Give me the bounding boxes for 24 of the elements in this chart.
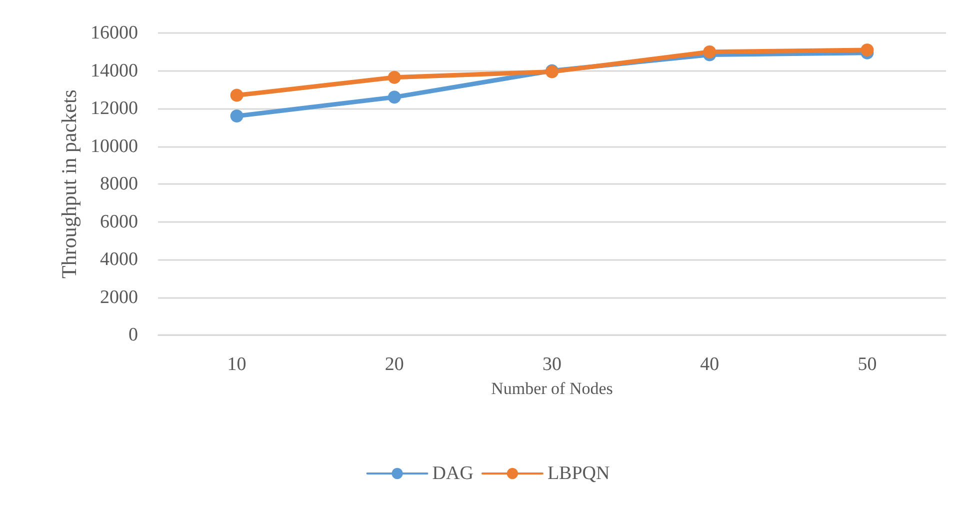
x-tick-label: 30 [542,354,562,375]
point [703,45,716,58]
y-tick-label: 12000 [90,98,138,119]
x-axis-title: Number of Nodes [491,379,613,398]
x-tick-label: 20 [384,354,404,375]
y-tick-label: 10000 [90,136,138,157]
point [230,88,244,102]
y-tick-label: 8000 [100,174,138,194]
legend-label: DAG [432,463,474,484]
x-tick-label: 10 [227,354,246,375]
point [388,90,401,104]
y-tick-label: 0 [128,324,138,346]
x-tick-label: 50 [858,354,877,375]
legend-label: LBPQN [547,463,610,484]
point [860,43,874,56]
y-tick-label: 2000 [100,286,138,308]
y-axis-title: Throughput in packets [57,90,82,278]
y-tick-label: 6000 [100,211,138,232]
x-tick-label: 40 [700,354,720,375]
point [230,110,244,123]
y-tick-label: 4000 [100,249,138,270]
y-tick-label: 14000 [90,60,138,82]
y-tick-label: 16000 [90,22,138,44]
point [388,70,401,84]
